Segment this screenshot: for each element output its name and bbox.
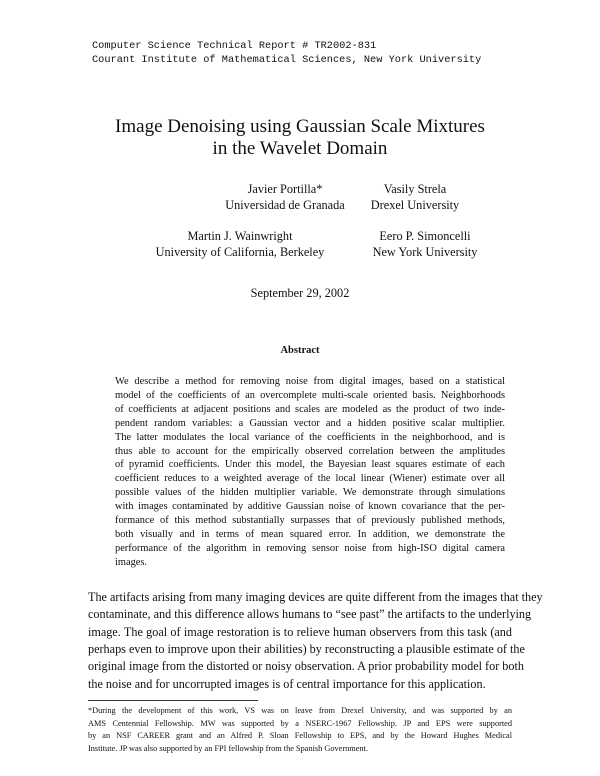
institution-header: Courant Institute of Mathematical Scienc…	[92, 54, 482, 66]
text-line: performance of the algorithm in removing…	[115, 542, 505, 554]
text-line: original image from the distorted or noi…	[88, 659, 524, 674]
text-line: by an NSF CAREER grant and an Alfred P. …	[88, 731, 512, 740]
paper-title-line-1: Image Denoising using Gaussian Scale Mix…	[115, 116, 485, 137]
text-line: images.	[115, 556, 148, 568]
text-line: perhaps even to improve upon their abili…	[88, 641, 525, 656]
author-affiliation: Drexel University	[370, 198, 460, 212]
author-name: Eero P. Simoncelli	[379, 229, 471, 243]
text-line: We describe a method for removing noise …	[115, 376, 505, 387]
author-affiliation: New York University	[372, 245, 478, 259]
text-line: the noise and for uncorrupted images is …	[88, 676, 486, 691]
text-line: possible values of the hidden multiplier…	[115, 487, 505, 499]
footnote-rule	[88, 700, 258, 701]
paper-title-line-2: in the Wavelet Domain	[212, 138, 388, 159]
text-line: thus able to account for the empirically…	[115, 445, 505, 457]
author-affiliation: University of California, Berkeley	[155, 245, 325, 259]
text-line: AMS Centennial Fellowship. MW was suppor…	[88, 718, 512, 728]
text-line: both visually and in terms of mean squar…	[115, 528, 505, 540]
text-line: coefficient reduces to a weighted averag…	[115, 473, 505, 485]
author-name: Martin J. Wainwright	[187, 229, 293, 243]
text-line: The latter modulates the local variance …	[115, 431, 505, 443]
text-line: with images contaminated by additive Gau…	[115, 501, 505, 513]
text-line: *During the development of this work, VS…	[88, 706, 512, 715]
author-affiliation: Universidad de Granada	[225, 198, 345, 212]
author-name: Javier Portilla*	[247, 182, 323, 196]
text-line: The artifacts arising from many imaging …	[88, 590, 543, 604]
text-line: model of the coefficients of an overcomp…	[115, 389, 505, 401]
text-line: image. The goal of image restoration is …	[88, 624, 512, 639]
text-line: formance of this method substantially su…	[115, 515, 505, 526]
text-line: pendent random variables: a Gaussian vec…	[115, 417, 505, 429]
text-line: contaminate, and this difference allows …	[88, 607, 532, 622]
date: September 29, 2002	[250, 286, 350, 300]
abstract-heading: Abstract	[280, 345, 320, 356]
text-line: of pyramid coefficients. Under this mode…	[115, 459, 505, 471]
text-line: of coefficients at adjacent positions an…	[115, 403, 505, 415]
report-number: Computer Science Technical Report # TR20…	[92, 40, 377, 52]
author-name: Vasily Strela	[383, 182, 447, 196]
text-line: Institute. JP was also supported by an F…	[88, 743, 368, 753]
